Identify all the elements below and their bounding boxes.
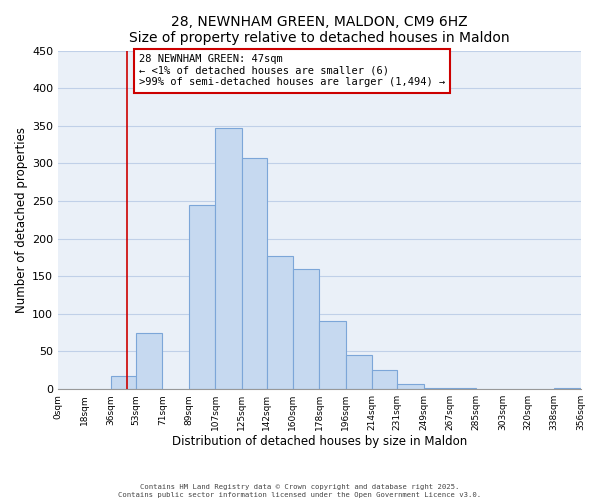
Bar xyxy=(450,388,476,389)
Bar xyxy=(111,376,136,389)
Text: 28 NEWNHAM GREEN: 47sqm
← <1% of detached houses are smaller (6)
>99% of semi-de: 28 NEWNHAM GREEN: 47sqm ← <1% of detache… xyxy=(139,54,445,88)
Bar xyxy=(346,355,372,389)
Bar xyxy=(189,205,215,389)
Bar xyxy=(372,370,397,389)
Bar xyxy=(554,388,581,389)
Title: 28, NEWNHAM GREEN, MALDON, CM9 6HZ
Size of property relative to detached houses : 28, NEWNHAM GREEN, MALDON, CM9 6HZ Size … xyxy=(129,15,509,45)
Bar xyxy=(424,388,450,389)
X-axis label: Distribution of detached houses by size in Maldon: Distribution of detached houses by size … xyxy=(172,434,467,448)
Bar xyxy=(293,270,319,389)
Bar xyxy=(215,128,242,389)
Bar xyxy=(266,256,293,389)
Text: Contains HM Land Registry data © Crown copyright and database right 2025.
Contai: Contains HM Land Registry data © Crown c… xyxy=(118,484,482,498)
Bar xyxy=(136,332,163,389)
Bar xyxy=(319,320,346,389)
Bar xyxy=(397,384,424,389)
Y-axis label: Number of detached properties: Number of detached properties xyxy=(15,127,28,313)
Bar xyxy=(242,158,266,389)
